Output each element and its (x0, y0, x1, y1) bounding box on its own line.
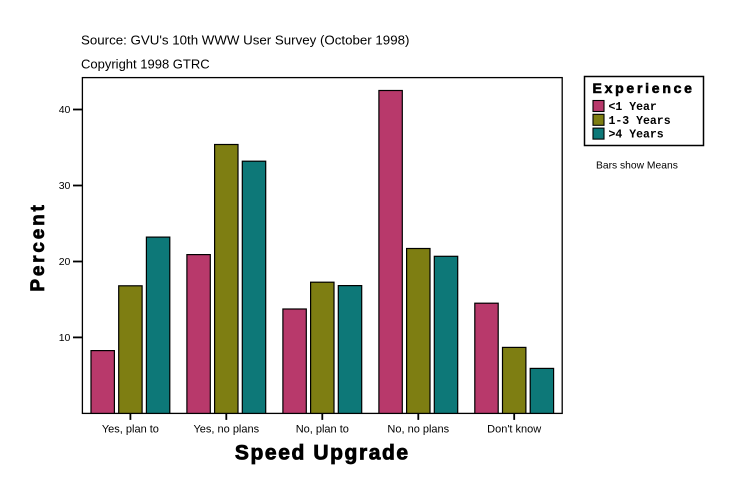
svg-text:No, plan to: No, plan to (296, 424, 349, 436)
svg-text:No, no plans: No, no plans (387, 424, 449, 436)
svg-text:30: 30 (59, 180, 71, 192)
svg-text:Copyright 1998 GTRC: Copyright 1998 GTRC (81, 57, 210, 72)
svg-text:Bars show Means: Bars show Means (596, 161, 678, 172)
svg-text:1-3 Years: 1-3 Years (609, 115, 671, 128)
svg-text:Speed Upgrade: Speed Upgrade (235, 441, 410, 464)
svg-text:Yes, no plans: Yes, no plans (193, 424, 259, 436)
svg-text:<1 Year: <1 Year (609, 101, 657, 114)
svg-text:Experience: Experience (593, 80, 695, 96)
svg-text:>4 Years: >4 Years (609, 129, 664, 142)
svg-text:Source: GVU's 10th WWW User Su: Source: GVU's 10th WWW User Survey (Octo… (81, 32, 409, 47)
svg-text:40: 40 (59, 104, 71, 116)
svg-text:Don't know: Don't know (487, 424, 541, 436)
svg-text:20: 20 (59, 256, 71, 268)
svg-text:Percent: Percent (28, 202, 49, 291)
svg-text:10: 10 (59, 332, 71, 344)
svg-text:Yes, plan to: Yes, plan to (102, 424, 159, 436)
